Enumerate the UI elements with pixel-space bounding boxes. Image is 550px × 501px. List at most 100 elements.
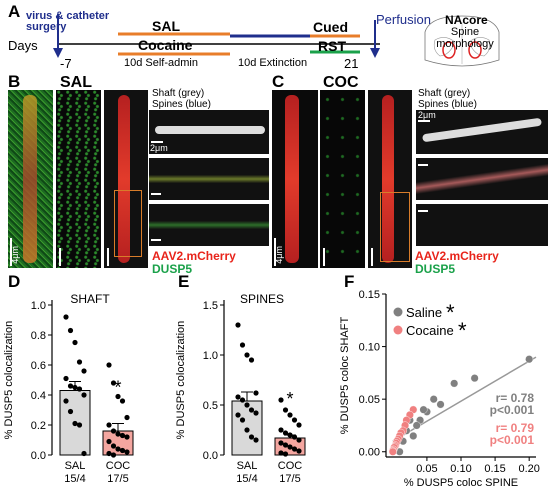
shaft-point [115,446,121,452]
legend-label-saline: Saline [406,305,442,320]
spines-point [244,352,250,358]
shaft-point [72,384,78,391]
shaft-point [115,393,121,400]
spines-ytick-label: 1.5 [203,300,218,312]
scatter-ytick-label: 0.05 [359,394,380,406]
sal-render-scale-label: 2μm [150,143,168,153]
shaft-xlabel: SAL [65,460,86,472]
shaft-n-label: 15/4 [64,473,85,485]
spines-point [278,450,284,456]
coc-mcherry-scale [371,248,373,266]
legend-marker-saline [393,307,403,317]
scatter-xtick-label: 0.15 [484,463,505,475]
shaft-ylabel: % DUSP5 colocalization [3,321,15,440]
spines-point [287,444,293,450]
spines-ytick-label: 0.0 [203,450,218,462]
sal-scale-bar [10,238,12,266]
spines-n-label: 17/5 [279,473,300,485]
coc-mcherry-label: AAV2.mCherry [415,249,499,263]
shaft-point [115,431,121,437]
coc-spine-image [416,204,548,246]
spines-ytick-label: 1.0 [203,350,218,362]
spines-point [282,451,289,457]
spines-point [296,448,302,454]
spines-point [235,322,241,328]
scatter-xtick-label: 0.20 [518,463,539,475]
panel-label-f: F [344,272,355,291]
scatter-point-saline [409,431,418,440]
shaft-point [119,447,126,454]
scatter-point-cocaine [388,447,397,456]
shaft-point [124,414,130,421]
shaft-ytick-label: 1.0 [31,300,46,312]
scatter-point-saline [436,400,445,409]
panel-label-b: B [8,72,21,91]
coc-dusp5-label: DUSP5 [415,262,456,276]
sal-shaft-label: Shaft (grey) [152,88,205,99]
spines-point [278,440,284,446]
coc-shaft-scale [418,164,428,166]
shaft-point [63,398,69,404]
sal-label: SAL [152,18,180,34]
spines-point [239,417,246,423]
shaft-point [124,434,130,440]
spines-point [296,422,302,428]
sal-roi-box [114,190,142,257]
scatter-xtick-label: 0.05 [416,463,437,475]
spines-point [282,442,289,448]
spines-point [248,434,255,440]
shaft-n-label: 17/5 [107,473,128,485]
sal-spines-label: Spines (blue) [152,99,211,110]
scatter-point-saline [412,421,421,430]
spines-point [287,412,293,418]
sal-dendrite [118,95,130,263]
coc-shaft-image [416,158,548,200]
spines-sig: * [286,389,293,409]
perfusion-arrowhead [370,48,380,58]
sal-spine-scale [151,239,161,241]
panel-label-e: E [178,272,190,291]
panel-c-group: COC [323,74,359,91]
sal-shaft-render [155,126,265,134]
shaft-point [67,408,74,415]
chart-correlation: 0.000.050.100.150.05 0.10 0.15 0.20% DUSP5 … [339,289,540,489]
shaft-point [119,398,126,404]
shaft-ytick-label: 0.4 [31,390,46,402]
shaft-ytick-label: 0.2 [31,420,46,432]
sal-mcherry-scale [107,248,109,266]
surgery-arrowhead [53,48,63,58]
spines-point [239,342,246,348]
coc-scale-bar [274,238,276,266]
cocaine-label: Cocaine [138,37,193,53]
sal-dusp5-label: DUSP5 [152,262,193,276]
shaft-sig: * [114,378,121,398]
coc-render-scale [418,120,430,122]
scatter-xlabel: % DUSP5 coloc SPINE [404,477,518,489]
sal-shaft-image [149,158,269,200]
coc-shaft-label: Shaft (grey) [418,88,471,99]
perfusion-label: Perfusion [376,12,431,27]
shaft-point [106,422,112,428]
shaft-point [110,428,117,434]
scatter-ylabel: % DUSP5 coloc SHAFT [339,317,351,435]
shaft-point [119,432,126,439]
sal-dusp5-image [56,90,101,268]
shaft-point [72,339,78,346]
scatter-point-saline [450,379,459,388]
scatter-point-saline [525,355,534,364]
shaft-point [76,422,83,428]
shaft-point [72,420,78,427]
sal-render-scale [151,141,163,143]
legend-label-cocaine: Cocaine [406,323,454,338]
self-admin-label: 10d Self-admin [124,57,198,69]
cued-label: Cued [313,19,348,35]
nacore-title: NAcore [445,13,488,27]
shaft-point [81,450,87,457]
panel-b-group: SAL [60,74,92,91]
spines-point [291,446,298,452]
shaft-ytick-label: 0.8 [31,330,46,342]
spines-point [235,412,241,418]
spines-point [282,407,289,413]
shaft-point [63,314,69,320]
scatter-point-saline [470,374,479,383]
